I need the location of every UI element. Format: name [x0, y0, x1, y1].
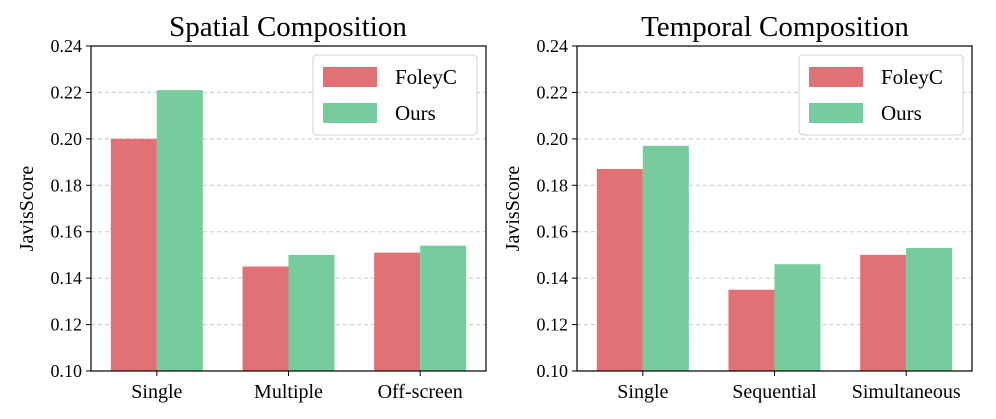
y-tick-label: 0.18: [537, 175, 569, 195]
x-tick-label: Single: [617, 381, 668, 403]
y-tick-label: 0.10: [537, 361, 569, 381]
bar-ours-multiple: [288, 254, 335, 371]
y-tick-label: 0.12: [537, 315, 569, 335]
y-tick-label: 0.18: [51, 175, 83, 195]
y-tick-label: 0.24: [51, 36, 83, 56]
y-tick-label: 0.22: [51, 82, 83, 102]
chart-title: Temporal Composition: [641, 11, 909, 43]
chart-title: Spatial Composition: [169, 11, 407, 43]
bar-foleyc-sequential: [728, 289, 775, 371]
bar-foleyc-multiple: [242, 266, 289, 371]
bar-ours-single: [156, 90, 203, 371]
legend-label-foleyc: FoleyC: [395, 65, 457, 89]
bar-foleyc-simultaneous: [860, 254, 907, 371]
legend-swatch-foleyc: [323, 67, 377, 87]
y-tick-label: 0.12: [51, 315, 83, 335]
legend-label-ours: Ours: [881, 101, 922, 125]
chart-panel-2: 0.10 0.12 0.14 0.16 0.18 0.20 0.22 0.24 Single Se…: [502, 11, 973, 403]
y-tick-label: 0.10: [51, 361, 83, 381]
legend-label-ours: Ours: [395, 101, 436, 125]
x-tick-label: Multiple: [254, 381, 323, 403]
y-tick-label: 0.22: [537, 82, 569, 102]
y-tick-label: 0.16: [537, 222, 569, 242]
legend-swatch-foleyc: [809, 67, 863, 87]
legend-swatch-ours: [323, 103, 377, 123]
bar-ours-simultaneous: [906, 247, 953, 371]
bar-ours-sequential: [774, 264, 821, 371]
legend-label-foleyc: FoleyC: [881, 65, 943, 89]
bar-foleyc-single: [110, 138, 157, 371]
y-tick-label: 0.14: [537, 268, 569, 288]
y-tick-label: 0.20: [51, 129, 83, 149]
y-tick-label: 0.16: [51, 222, 83, 242]
y-tick-label: 0.20: [537, 129, 569, 149]
x-tick-label: Single: [131, 381, 182, 403]
y-tick-label: 0.14: [51, 268, 83, 288]
x-tick-label: Sequential: [732, 381, 817, 403]
legend-swatch-ours: [809, 103, 863, 123]
y-axis-label: JavisScore: [502, 166, 524, 252]
x-tick-label: Simultaneous: [852, 381, 961, 403]
chart-panel-1: 0.10 0.12 0.14 0.16 0.18 0.20 0.22 0.24 Single Mu…: [16, 11, 487, 403]
bar-ours-single: [642, 145, 689, 371]
bar-foleyc-single: [596, 169, 643, 371]
bar-foleyc-off-screen: [374, 252, 421, 371]
y-tick-label: 0.24: [537, 36, 569, 56]
bar-ours-off-screen: [420, 245, 467, 371]
y-axis-label: JavisScore: [16, 166, 38, 252]
x-tick-label: Off-screen: [378, 381, 463, 403]
